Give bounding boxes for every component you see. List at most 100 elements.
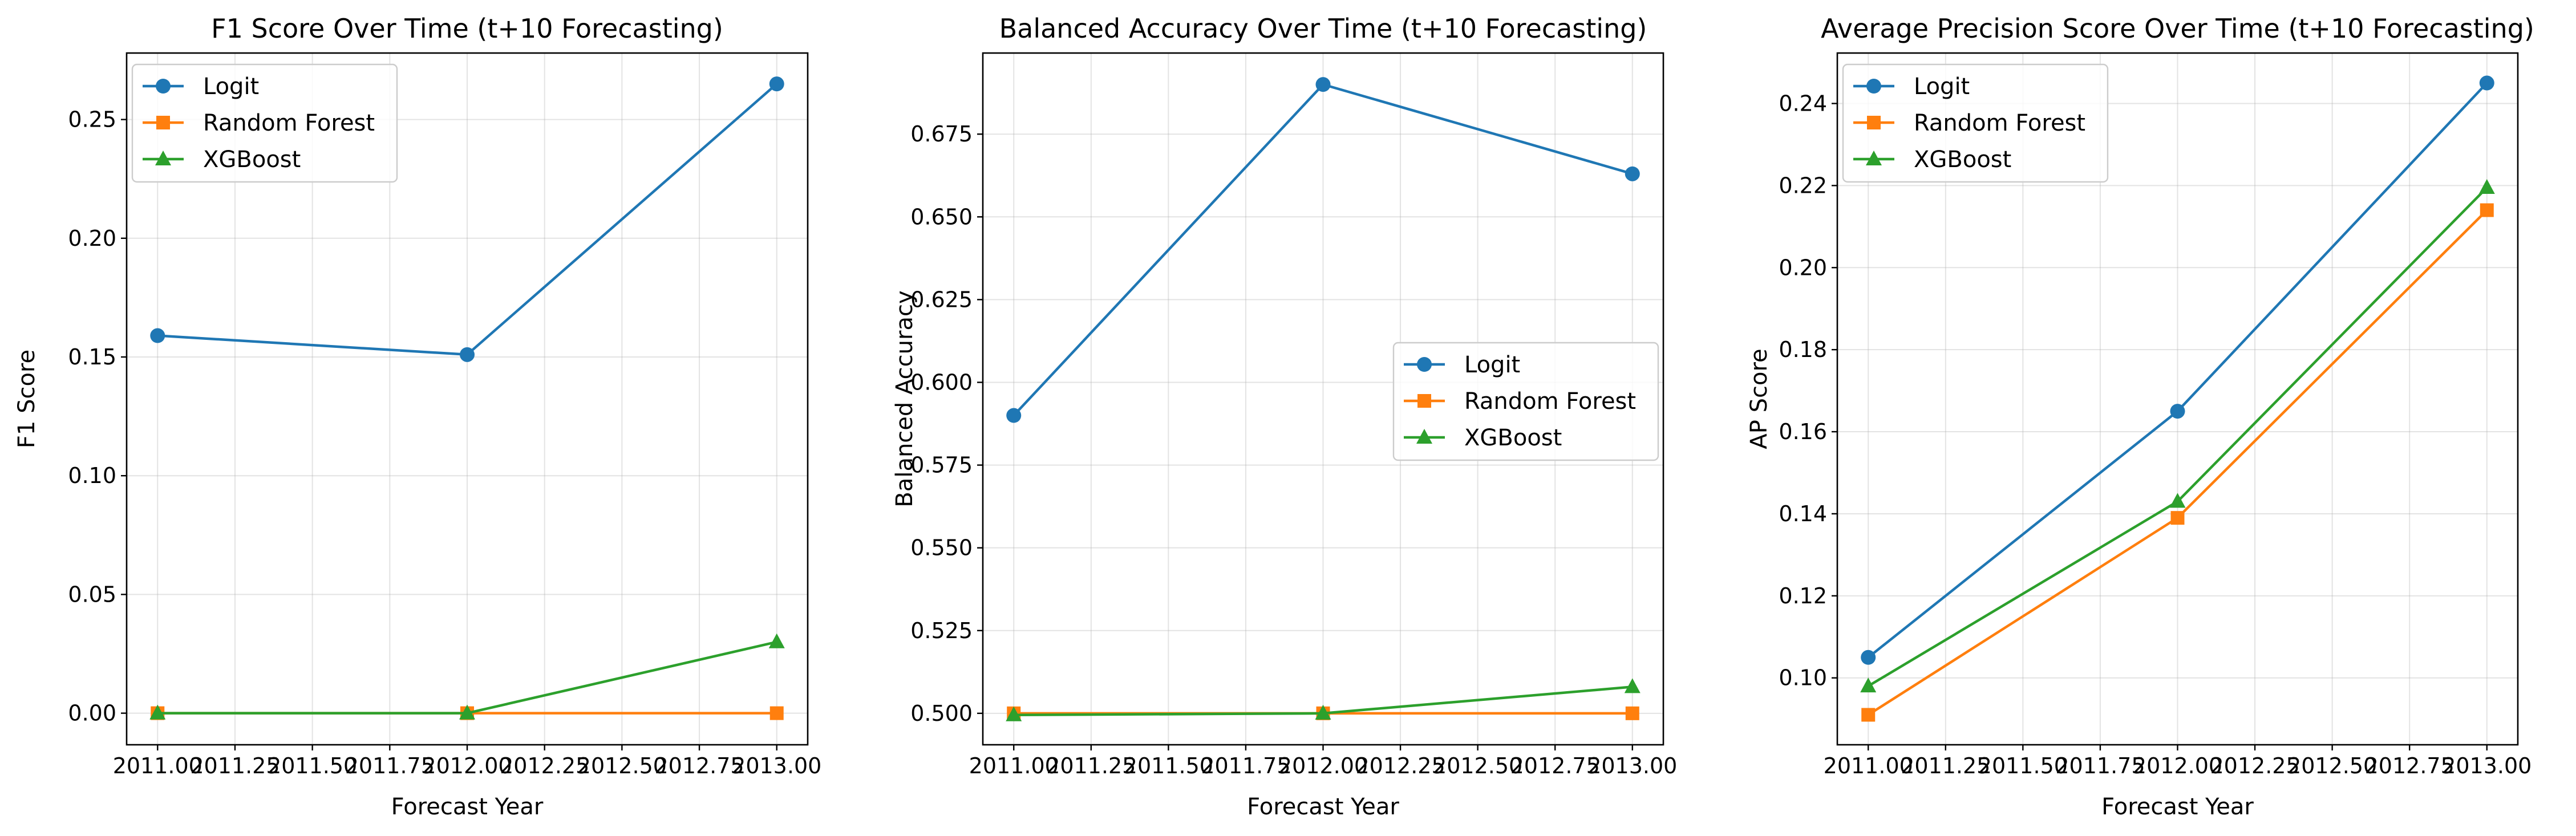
y-tick-label: 0.20 (68, 226, 116, 251)
plot-frame (1836, 52, 2519, 746)
series-xgboost (1006, 678, 1641, 721)
x-axis-label: Forecast Year (2101, 794, 2254, 820)
x-tick-label: 2011.75 (1201, 753, 1290, 778)
y-tick-label: 0.10 (1779, 665, 1827, 691)
data-point-logit (1625, 166, 1640, 181)
data-point-xgboost (1315, 704, 1331, 720)
x-tick-label: 2011.25 (1901, 753, 1990, 778)
legend-label-xgboost: XGBoost (1914, 147, 2011, 173)
y-tick-label: 0.22 (1779, 173, 1827, 198)
plot-frame (982, 52, 1664, 746)
y-tick-label: 0.14 (1779, 501, 1827, 526)
data-point-logit (1861, 650, 1876, 665)
data-point-logit (150, 328, 165, 343)
legend-label-random-forest: Random Forest (1464, 388, 1636, 415)
y-tick-label: 0.675 (910, 121, 973, 147)
legend: Logit Random Forest XGBoost (1842, 63, 2109, 183)
subplot-3: 2011.002011.252011.502011.752012.002012.… (1746, 13, 2534, 820)
legend-marker-logit (1417, 357, 1432, 372)
data-point-xgboost (768, 633, 785, 648)
x-tick-label: 2011.25 (190, 753, 280, 778)
x-tick-label: 2011.50 (268, 753, 357, 778)
y-tick-label: 0.575 (910, 453, 973, 478)
legend-box (1842, 63, 2109, 183)
y-tick-label: 0.00 (68, 701, 116, 726)
legend-box (1392, 342, 1659, 461)
data-point-logit (769, 76, 784, 92)
data-point-random-forest (2480, 203, 2494, 217)
data-point-xgboost (1006, 706, 1022, 721)
subplot-1: 2011.002011.252011.502011.752012.002012.… (14, 13, 821, 820)
y-tick-label: 0.10 (68, 463, 116, 488)
data-point-random-forest (769, 706, 784, 720)
x-tick-label: 2012.75 (1510, 753, 1600, 778)
x-tick-label: 2012.75 (2365, 753, 2455, 778)
legend-label-logit: Logit (203, 74, 259, 100)
legend-label-logit: Logit (1914, 74, 1970, 100)
data-point-random-forest (1861, 708, 1876, 722)
legend-label-xgboost: XGBoost (1464, 425, 1562, 451)
x-tick-label: 2012.50 (577, 753, 667, 778)
data-point-logit (2479, 75, 2494, 91)
x-axis-label: Forecast Year (391, 794, 544, 820)
x-tick-label: 2012.25 (1355, 753, 1445, 778)
x-tick-label: 2011.75 (345, 753, 435, 778)
y-tick-label: 0.05 (68, 582, 116, 607)
series-xgboost (1860, 178, 2495, 693)
x-tick-label: 2013.00 (1587, 753, 1677, 778)
x-tick-label: 2011.25 (1046, 753, 1136, 778)
y-tick-label: 0.25 (68, 107, 116, 132)
x-tick-label: 2012.25 (500, 753, 589, 778)
x-tick-label: 2013.00 (2442, 753, 2532, 778)
y-axis-label: Balanced Accuracy (892, 290, 918, 507)
legend-marker-random-forest (1867, 116, 1881, 129)
x-tick-label: 2012.25 (2210, 753, 2299, 778)
data-point-xgboost (459, 704, 475, 720)
y-tick-label: 0.15 (68, 344, 116, 370)
legend-label-logit: Logit (1464, 352, 1520, 378)
y-tick-label: 0.20 (1779, 255, 1827, 280)
y-tick-label: 0.12 (1779, 583, 1827, 608)
legend-marker-logit (156, 79, 171, 94)
series-xgboost (149, 633, 785, 720)
x-tick-label: 2012.50 (1433, 753, 1522, 778)
x-tick-label: 2011.00 (113, 753, 202, 778)
legend-marker-random-forest (156, 116, 170, 129)
x-tick-label: 2011.00 (969, 753, 1059, 778)
y-tick-label: 0.24 (1779, 91, 1827, 116)
x-tick-label: 2012.75 (654, 753, 744, 778)
plot-frame (125, 52, 809, 746)
legend-label-random-forest: Random Forest (1914, 110, 2085, 136)
x-tick-label: 2011.75 (2055, 753, 2145, 778)
y-tick-label: 0.550 (910, 535, 973, 561)
legend-marker-xgboost (1866, 151, 1882, 165)
x-tick-label: 2012.50 (2287, 753, 2377, 778)
data-point-logit (1315, 77, 1331, 92)
data-point-xgboost (2478, 178, 2495, 194)
x-tick-label: 2012.00 (1278, 753, 1368, 778)
legend-box (131, 63, 398, 183)
legend: Logit Random Forest XGBoost (131, 63, 398, 183)
y-tick-label: 0.600 (910, 370, 973, 395)
x-tick-label: 2011.50 (1978, 753, 2068, 778)
legend-marker-random-forest (1417, 394, 1431, 408)
subplot-2: 2011.002011.252011.502011.752012.002012.… (892, 13, 1677, 820)
y-tick-label: 0.650 (910, 204, 973, 229)
chart-title: Average Precision Score Over Time (t+10 … (1821, 13, 2534, 44)
data-point-logit (1006, 408, 1022, 423)
chart-title: Balanced Accuracy Over Time (t+10 Foreca… (999, 13, 1647, 44)
data-point-xgboost (1860, 677, 1877, 693)
x-tick-label: 2011.00 (1824, 753, 1913, 778)
data-point-logit (460, 347, 475, 362)
x-axis-label: Forecast Year (1247, 794, 1399, 820)
data-point-xgboost (149, 704, 166, 720)
legend-marker-logit (1866, 79, 1881, 94)
y-tick-label: 0.525 (910, 618, 973, 643)
series-logit (150, 76, 784, 362)
y-tick-label: 0.18 (1779, 337, 1827, 362)
x-tick-label: 2012.00 (2133, 753, 2222, 778)
x-tick-label: 2012.00 (422, 753, 512, 778)
data-point-logit (2170, 404, 2185, 419)
legend-label-random-forest: Random Forest (203, 110, 375, 136)
